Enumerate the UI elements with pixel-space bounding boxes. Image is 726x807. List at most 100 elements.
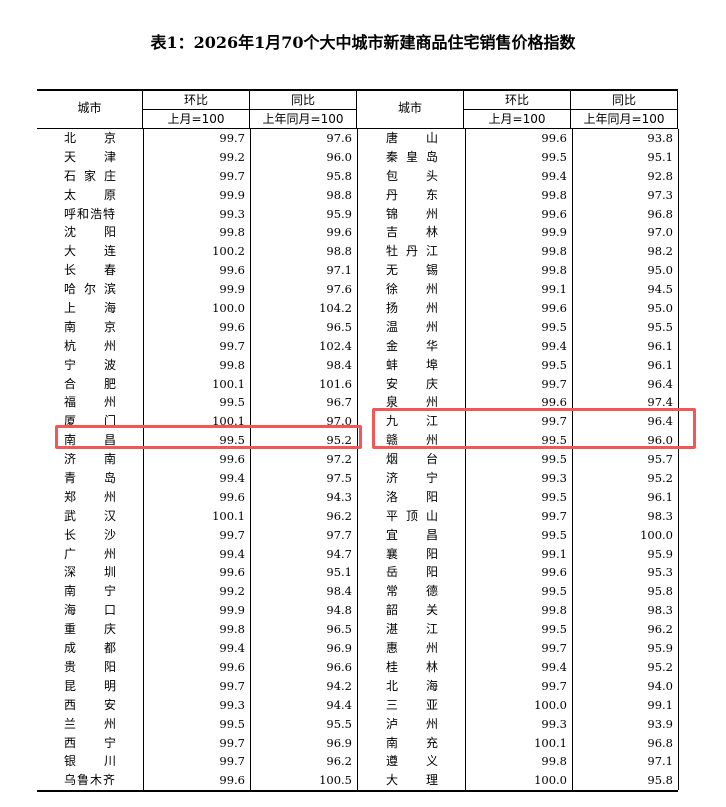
mom-value: 99.7	[143, 336, 250, 356]
table-row: 牡丹江 99.8 98.2	[358, 242, 679, 262]
mom-value: 99.9	[465, 223, 572, 243]
city-name: 赣州	[386, 433, 438, 448]
mom-value: 100.1	[465, 733, 572, 753]
table-row: 济宁 99.3 95.2	[358, 469, 679, 488]
table-row: 南充 100.1 96.8	[358, 733, 679, 753]
mom-value: 100.1	[143, 412, 250, 432]
mom-value: 99.8	[465, 752, 572, 772]
mom-value: 99.7	[143, 525, 250, 545]
table-row: 宁波 99.8 98.4	[37, 355, 357, 375]
header-mom-right: 环比 上月=100	[463, 91, 570, 128]
yoy-value: 95.3	[572, 563, 679, 583]
yoy-value: 96.1	[572, 355, 679, 375]
mom-value: 99.7	[465, 506, 572, 526]
yoy-value: 95.9	[572, 639, 679, 658]
mom-value: 99.7	[465, 639, 572, 658]
city-name: 南昌	[64, 433, 116, 448]
yoy-value: 96.2	[250, 506, 357, 526]
city-cell: 牡丹江	[358, 242, 465, 261]
table-row: 平顶山 99.7 98.3	[358, 506, 679, 526]
city-cell: 西宁	[37, 734, 143, 753]
mom-value: 99.5	[465, 525, 572, 545]
city-name: 郑州	[64, 489, 116, 504]
city-name: 济宁	[386, 471, 438, 486]
mom-value: 99.9	[143, 280, 250, 300]
mom-value: 99.5	[143, 393, 250, 413]
mom-value: 99.8	[465, 261, 572, 281]
table-row: 南宁 99.2 98.4	[37, 582, 357, 602]
mom-value: 99.5	[465, 620, 572, 640]
table-row: 昆明 99.7 94.2	[37, 676, 357, 696]
table-row: 厦门 100.1 97.0	[37, 412, 357, 432]
city-name: 锦州	[386, 206, 438, 221]
table-row: 赣州 99.5 96.0	[358, 431, 679, 451]
table-row: 无锡 99.8 95.0	[358, 261, 679, 281]
mom-value: 99.4	[465, 657, 572, 677]
city-cell: 吉林	[358, 223, 465, 242]
table-row: 徐州 99.1 94.5	[358, 280, 679, 300]
table-row: 泉州 99.6 97.4	[358, 393, 679, 413]
table-row: 温州 99.5 95.5	[358, 317, 679, 337]
city-cell: 济南	[37, 450, 143, 469]
city-name: 遵义	[386, 754, 438, 769]
city-name: 兰州	[64, 716, 116, 731]
city-cell: 杭州	[37, 337, 143, 356]
mom-value: 99.3	[465, 469, 572, 488]
yoy-value: 96.5	[250, 317, 357, 337]
city-name: 深圳	[64, 565, 116, 580]
table-row: 青岛 99.4 97.5	[37, 469, 357, 488]
yoy-value: 95.2	[250, 431, 357, 451]
mom-value: 99.4	[143, 544, 250, 564]
table-row: 秦皇岛 99.5 95.1	[358, 147, 679, 167]
table-row: 宜昌 99.5 100.0	[358, 525, 679, 545]
mom-value: 99.5	[465, 487, 572, 507]
mom-value: 99.3	[465, 714, 572, 734]
city-name: 青岛	[64, 471, 116, 486]
table-row: 银川 99.7 96.2	[37, 752, 357, 772]
table-row: 天津 99.2 96.0	[37, 147, 357, 167]
yoy-value: 96.4	[572, 374, 679, 394]
mom-value: 99.6	[465, 129, 572, 148]
city-name: 温州	[386, 319, 438, 334]
city-name: 惠州	[386, 641, 438, 656]
yoy-value: 97.4	[572, 393, 679, 413]
city-cell: 郑州	[37, 488, 143, 507]
yoy-value: 97.5	[250, 469, 357, 488]
table-row: 西宁 99.7 96.9	[37, 733, 357, 753]
table-row: 深圳 99.6 95.1	[37, 563, 357, 583]
yoy-value: 96.5	[250, 620, 357, 640]
table-row: 大连 100.2 98.8	[37, 242, 357, 262]
city-cell: 福州	[37, 393, 143, 412]
table-row: 郑州 99.6 94.3	[37, 487, 357, 507]
yoy-value: 95.2	[572, 469, 679, 488]
yoy-value: 98.8	[250, 242, 357, 262]
yoy-value: 102.4	[250, 336, 357, 356]
city-name: 长春	[64, 263, 116, 278]
city-cell: 沈阳	[37, 223, 143, 242]
mom-value: 99.4	[465, 336, 572, 356]
city-cell: 西安	[37, 696, 143, 715]
city-cell: 哈尔滨	[37, 280, 143, 299]
city-name: 蚌埠	[386, 357, 438, 372]
city-name: 南京	[64, 319, 116, 334]
header-yoy-base: 上年同月=100	[262, 112, 344, 126]
city-cell: 大理	[358, 771, 465, 790]
yoy-value: 97.7	[250, 525, 357, 545]
city-name: 泉州	[386, 395, 438, 410]
yoy-value: 101.6	[250, 374, 357, 394]
city-name: 太原	[64, 187, 116, 202]
table-row: 石家庄 99.7 95.8	[37, 166, 357, 186]
mom-value: 99.6	[143, 317, 250, 337]
table-row: 西安 99.3 94.4	[37, 695, 357, 715]
city-name: 桂林	[386, 659, 438, 674]
mom-value: 99.6	[465, 299, 572, 318]
city-name: 乌鲁木齐	[64, 773, 117, 788]
city-name: 上海	[64, 301, 116, 316]
city-cell: 金华	[358, 337, 465, 356]
table-row: 呼和浩特 99.3 95.9	[37, 204, 357, 224]
city-cell: 长沙	[37, 526, 143, 545]
table-row: 九江 99.7 96.4	[358, 412, 679, 432]
yoy-value: 96.9	[250, 733, 357, 753]
table-row: 遵义 99.8 97.1	[358, 752, 679, 772]
mom-value: 99.8	[143, 355, 250, 375]
